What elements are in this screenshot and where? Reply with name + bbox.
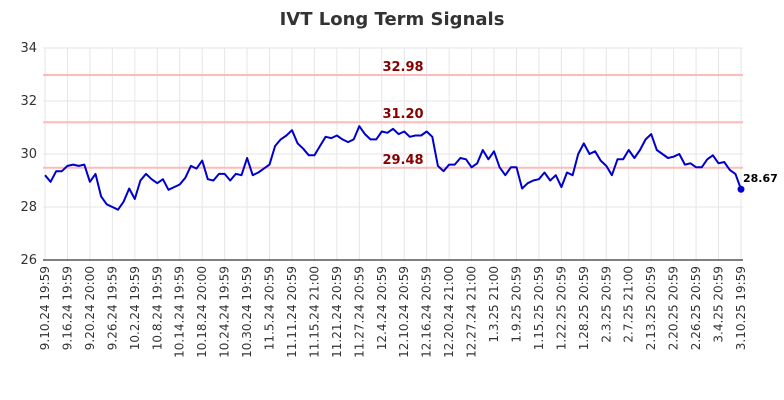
x-tick-label: 12.27.24 21:00 xyxy=(465,266,479,358)
y-tick-labels: 26 28 30 32 34 xyxy=(20,41,37,268)
y-tick-label: 28 xyxy=(20,200,37,215)
x-tick-label: 3.4.25 20:59 xyxy=(712,266,726,343)
x-tick-label: 2.26.25 20:59 xyxy=(689,266,703,350)
series-line xyxy=(44,125,742,211)
x-tick-label: 9.10.24 19:59 xyxy=(38,266,52,350)
x-tick-label: 12.16.24 20:59 xyxy=(420,266,434,358)
x-tick-label: 1.15.25 20:59 xyxy=(532,266,546,350)
reference-line-label: 29.48 xyxy=(382,153,423,168)
x-tick-label: 10.2.24 19:59 xyxy=(128,266,142,350)
y-tick-label: 34 xyxy=(20,41,37,56)
reference-lines: 32.98 31.20 29.48 xyxy=(43,60,743,169)
x-tick-label: 1.22.25 20:59 xyxy=(554,266,568,350)
x-tick-label: 12.20.24 21:00 xyxy=(442,266,456,358)
x-tick-label: 1.28.25 20:59 xyxy=(577,266,591,350)
x-tick-labels: 9.10.24 19:59 9.16.24 19:59 9.20.24 20:00 9… xyxy=(38,266,748,358)
chart-title: IVT Long Term Signals xyxy=(280,9,505,30)
series: 28.67 xyxy=(44,125,778,211)
x-tick-label: 2.3.25 20:59 xyxy=(599,266,613,343)
x-tick-label: 10.18.24 20:00 xyxy=(195,266,209,358)
x-tick-label: 2.13.25 20:59 xyxy=(644,266,658,350)
last-value-label: 28.67 xyxy=(743,172,778,185)
x-tick-label: 11.21.24 20:59 xyxy=(330,266,344,358)
last-point-marker xyxy=(737,185,745,193)
x-tick-label: 10.8.24 19:59 xyxy=(150,266,164,350)
x-tick-label: 2.7.25 21:00 xyxy=(622,266,636,343)
y-tick-label: 32 xyxy=(20,94,37,109)
x-tick-label: 1.9.25 20:59 xyxy=(509,266,523,343)
y-tick-label: 26 xyxy=(20,253,37,268)
x-tick-label: 9.16.24 19:59 xyxy=(60,266,74,350)
x-tick-label: 11.27.24 20:59 xyxy=(352,266,366,358)
x-tick-label: 12.10.24 20:59 xyxy=(397,266,411,358)
x-tick-label: 3.10.25 19:59 xyxy=(734,266,748,350)
x-tick-label: 10.24.24 19:59 xyxy=(218,266,232,358)
x-tick-label: 12.4.24 20:59 xyxy=(375,266,389,350)
x-tick-label: 10.30.24 19:59 xyxy=(240,266,254,358)
reference-line-label: 31.20 xyxy=(382,107,423,122)
x-tick-label: 11.5.24 20:59 xyxy=(263,266,277,350)
x-tick-label: 9.20.24 20:00 xyxy=(83,266,97,350)
y-tick-label: 30 xyxy=(20,147,37,162)
x-tick-label: 11.15.24 21:00 xyxy=(307,266,321,358)
reference-line-label: 32.98 xyxy=(382,60,423,75)
x-tick-label: 10.14.24 19:59 xyxy=(173,266,187,358)
x-tick-label: 9.26.24 19:59 xyxy=(105,266,119,350)
x-tick-label: 1.3.25 21:00 xyxy=(487,266,501,343)
x-tick-label: 2.20.25 20:59 xyxy=(667,266,681,350)
x-tick-label: 11.11.24 20:59 xyxy=(285,266,299,358)
